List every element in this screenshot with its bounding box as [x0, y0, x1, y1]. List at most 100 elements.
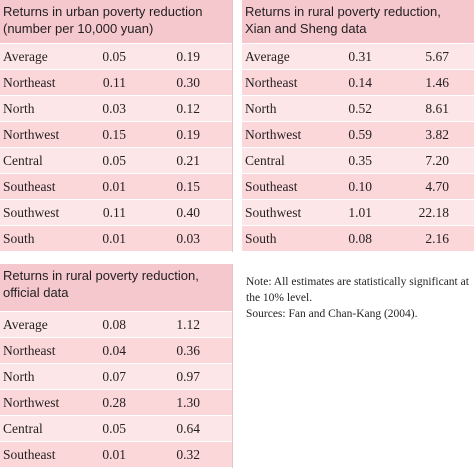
value-cell-2: 0.40: [176, 204, 200, 220]
region-cell: Northeast: [245, 74, 298, 90]
value-cell-2: 4.70: [425, 178, 449, 194]
value-cell-2: 0.12: [176, 100, 200, 116]
table-row: Central 0.05 0.64: [0, 416, 232, 442]
region-cell: Average: [245, 48, 290, 64]
value-cell-2: 0.32: [176, 446, 200, 462]
table-row: South 0.01 0.03: [0, 226, 232, 252]
value-cell-2: 0.19: [176, 126, 200, 142]
table-row: Central 0.35 7.20: [242, 148, 474, 174]
table-row: Southwest 1.01 22.18: [242, 200, 474, 226]
region-cell: Southwest: [3, 204, 60, 220]
urban-table-rows: Average 0.05 0.19 Northeast 0.11 0.30 North 0.0…: [0, 44, 232, 252]
region-cell: North: [3, 100, 35, 116]
value-cell-1: 0.08: [102, 316, 126, 332]
region-cell: Average: [3, 316, 48, 332]
region-cell: Northeast: [3, 342, 56, 358]
region-cell: North: [3, 368, 35, 384]
table-row: Southwest 0.11 0.40: [0, 200, 232, 226]
value-cell-2: 7.20: [425, 152, 449, 168]
region-cell: North: [245, 100, 277, 116]
value-cell-2: 2.16: [425, 230, 449, 246]
rural-official-table-rows: Average 0.08 1.12 Northeast 0.04 0.36 North 0.0…: [0, 312, 232, 468]
value-cell-1: 0.05: [102, 48, 126, 64]
region-cell: Northwest: [3, 394, 60, 410]
significance-note: Note: All estimates are statistically si…: [246, 276, 469, 304]
value-cell-2: 3.82: [425, 126, 449, 142]
urban-table-title: Returns in urban poverty reduction (numb…: [0, 0, 232, 44]
value-cell-1: 1.01: [348, 204, 372, 220]
table-row: Average 0.05 0.19: [0, 44, 232, 70]
region-cell: Southwest: [245, 204, 302, 220]
value-cell-2: 0.97: [176, 368, 200, 384]
table-row: Northeast 0.14 1.46: [242, 70, 474, 96]
value-cell-1: 0.04: [102, 342, 126, 358]
value-cell-1: 0.01: [102, 230, 126, 246]
table-row: Central 0.05 0.21: [0, 148, 232, 174]
value-cell-2: 1.12: [176, 316, 200, 332]
rural-official-table-title: Returns in rural poverty reduction, offi…: [0, 264, 232, 312]
table-row: North 0.07 0.97: [0, 364, 232, 390]
region-cell: Southeast: [3, 178, 56, 194]
region-cell: Average: [3, 48, 48, 64]
table-row: Northwest 0.28 1.30: [0, 390, 232, 416]
value-cell-1: 0.31: [348, 48, 372, 64]
table-row: South 0.08 2.16: [242, 226, 474, 252]
value-cell-1: 0.28: [102, 394, 126, 410]
rural-xian-sheng-table-title: Returns in rural poverty reduction, Xian…: [242, 0, 474, 44]
table-row: Northwest 0.59 3.82: [242, 122, 474, 148]
table-row: North 0.03 0.12: [0, 96, 232, 122]
rural-xian-sheng-table: Returns in rural poverty reduction, Xian…: [242, 0, 474, 252]
value-cell-2: 0.64: [176, 420, 200, 436]
table-row: Average 0.08 1.12: [0, 312, 232, 338]
table-row: Northeast 0.04 0.36: [0, 338, 232, 364]
value-cell-2: 1.30: [176, 394, 200, 410]
value-cell-2: 22.18: [418, 204, 449, 220]
table-row: Northwest 0.15 0.19: [0, 122, 232, 148]
value-cell-1: 0.14: [348, 74, 372, 90]
value-cell-2: 0.15: [176, 178, 200, 194]
region-cell: Northwest: [245, 126, 302, 142]
value-cell-1: 0.07: [102, 368, 126, 384]
sources-note: Sources: Fan and Chan-Kang (2004).: [246, 308, 418, 320]
value-cell-1: 0.15: [102, 126, 126, 142]
region-cell: South: [245, 230, 277, 246]
urban-poverty-table: Returns in urban poverty reduction (numb…: [0, 0, 233, 252]
value-cell-1: 0.05: [102, 420, 126, 436]
value-cell-1: 0.05: [102, 152, 126, 168]
table-row: Northeast 0.11 0.30: [0, 70, 232, 96]
value-cell-1: 0.11: [102, 74, 126, 90]
table-row: North 0.52 8.61: [242, 96, 474, 122]
value-cell-1: 0.52: [348, 100, 372, 116]
region-cell: Central: [3, 420, 43, 436]
region-cell: Central: [3, 152, 43, 168]
region-cell: Southeast: [245, 178, 298, 194]
value-cell-1: 0.03: [102, 100, 126, 116]
value-cell-2: 0.03: [176, 230, 200, 246]
table-row: Southeast 0.01 0.32: [0, 442, 232, 468]
region-cell: Northwest: [3, 126, 60, 142]
value-cell-1: 0.59: [348, 126, 372, 142]
table-row: Average 0.31 5.67: [242, 44, 474, 70]
value-cell-2: 0.21: [176, 152, 200, 168]
value-cell-1: 0.11: [102, 204, 126, 220]
value-cell-2: 8.61: [425, 100, 449, 116]
table-row: Southeast 0.10 4.70: [242, 174, 474, 200]
region-cell: South: [3, 230, 35, 246]
value-cell-2: 0.19: [176, 48, 200, 64]
value-cell-1: 0.35: [348, 152, 372, 168]
value-cell-1: 0.10: [348, 178, 372, 194]
value-cell-2: 1.46: [425, 74, 449, 90]
rural-official-table: Returns in rural poverty reduction, offi…: [0, 264, 233, 468]
value-cell-2: 0.36: [176, 342, 200, 358]
value-cell-1: 0.01: [102, 178, 126, 194]
region-cell: Central: [245, 152, 285, 168]
value-cell-1: 0.01: [102, 446, 126, 462]
rural-xian-sheng-table-rows: Average 0.31 5.67 Northeast 0.14 1.46 North 0.5…: [242, 44, 474, 252]
table-notes: Note: All estimates are statistically si…: [246, 274, 474, 322]
region-cell: Southeast: [3, 446, 56, 462]
region-cell: Northeast: [3, 74, 56, 90]
value-cell-1: 0.08: [348, 230, 372, 246]
value-cell-2: 0.30: [176, 74, 200, 90]
value-cell-2: 5.67: [425, 48, 449, 64]
table-row: Southeast 0.01 0.15: [0, 174, 232, 200]
